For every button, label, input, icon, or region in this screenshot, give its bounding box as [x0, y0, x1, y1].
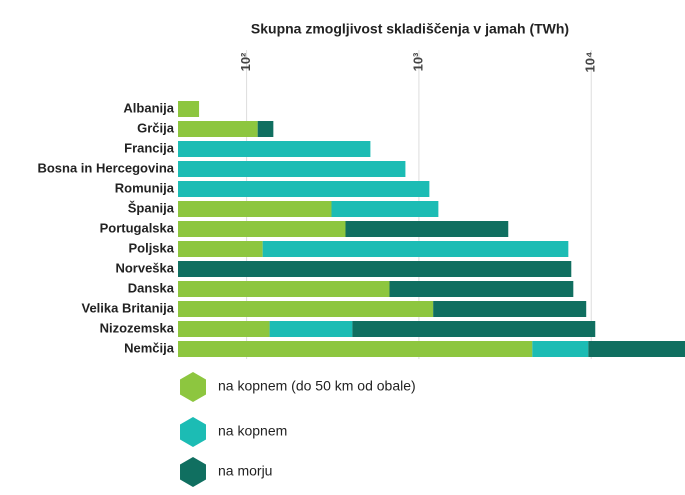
bar-segment — [532, 341, 589, 357]
bar-segment — [345, 221, 509, 237]
category-label: Nemčija — [124, 340, 175, 355]
bar-segment — [257, 121, 274, 137]
bar-segment — [178, 101, 200, 117]
bar-segment — [433, 301, 587, 317]
legend-label: na kopnem — [218, 423, 287, 439]
bar-segment — [331, 201, 439, 217]
bar-segment — [389, 281, 574, 297]
bar-segment — [178, 261, 572, 277]
category-label: Grčija — [137, 120, 175, 135]
bar-segment — [178, 281, 390, 297]
bar-segment — [178, 201, 332, 217]
bar-segment — [178, 341, 533, 357]
bar-segment — [352, 321, 596, 337]
bar-segment — [178, 121, 258, 137]
chart-title: Skupna zmogljivost skladiščenja v jamah … — [251, 21, 569, 37]
category-label: Albanija — [123, 100, 174, 115]
legend-label: na morju — [218, 463, 272, 479]
x-tick-label: 10³ — [410, 52, 425, 71]
legend-swatch — [180, 417, 206, 447]
category-label: Norveška — [115, 260, 174, 275]
category-label: Bosna in Hercegovina — [37, 160, 174, 175]
legend-label: na kopnem (do 50 km od obale) — [218, 378, 416, 394]
bar-segment — [588, 341, 685, 357]
bar-segment — [262, 241, 569, 257]
category-label: Nizozemska — [100, 320, 175, 335]
bar-segment — [178, 221, 346, 237]
x-tick-label: 10⁴ — [583, 52, 598, 73]
bar-segment — [178, 241, 263, 257]
category-label: Velika Britanija — [82, 300, 175, 315]
bar-segment — [178, 161, 406, 177]
category-label: Romunija — [115, 180, 175, 195]
category-label: Španija — [128, 200, 175, 215]
legend-swatch — [180, 372, 206, 402]
category-label: Francija — [124, 140, 175, 155]
category-label: Portugalska — [100, 220, 175, 235]
x-tick-label: 10² — [238, 52, 253, 71]
bars — [178, 101, 685, 357]
bar-segment — [178, 181, 430, 197]
legend-swatch — [180, 457, 206, 487]
bar-segment — [178, 301, 434, 317]
category-label: Danska — [128, 280, 175, 295]
bar-segment — [178, 321, 270, 337]
labels: 10² 10³ 10⁴ Albanija Grčija Francija Bosna in … — [37, 52, 597, 356]
bar-segment — [269, 321, 353, 337]
bar-segment — [178, 141, 371, 157]
category-label: Poljska — [128, 240, 174, 255]
